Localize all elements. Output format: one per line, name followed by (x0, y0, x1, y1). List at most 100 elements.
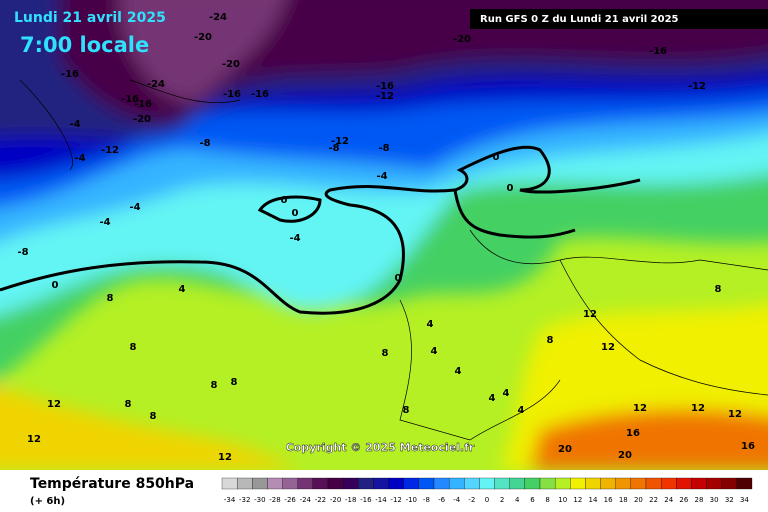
contour-label: 0 (281, 195, 288, 206)
scale-swatch (373, 477, 389, 490)
contour-label: 0 (52, 280, 59, 291)
scale-label: -28 (269, 496, 280, 504)
contour-label: 0 (395, 273, 402, 284)
scale-swatch (554, 477, 571, 490)
scale-swatch (252, 477, 268, 490)
contour-label: 4 (455, 366, 462, 377)
run-banner (470, 9, 768, 29)
scale-swatch (236, 477, 253, 490)
contour-label: -16 (134, 99, 152, 110)
scale-label: -34 (224, 496, 236, 504)
contour-label: -20 (453, 34, 471, 45)
scale-label: 22 (649, 496, 658, 504)
scale-swatch (297, 477, 314, 490)
scale-swatch (312, 477, 329, 490)
scale-label: 32 (725, 496, 734, 504)
scale-label: -26 (284, 496, 296, 504)
scale-swatch (418, 477, 435, 490)
scale-label: 24 (664, 496, 673, 504)
contour-label: 16 (741, 441, 755, 452)
map-title: Température 850hPa (30, 476, 194, 492)
contour-label: -12 (101, 145, 119, 156)
scale-label: -14 (375, 496, 387, 504)
scale-label: -2 (468, 496, 475, 504)
scale-label: -8 (423, 496, 430, 504)
scale-swatch (736, 477, 753, 490)
contour-labels: -24-20 -20-16-20-16-24-16-16-20-16 -16-16-… (17, 12, 755, 463)
contour-label: 4 (427, 319, 434, 330)
contour-label: -24 (209, 12, 227, 23)
scale-swatch (221, 477, 238, 490)
scale-swatch (358, 477, 374, 490)
temperature-field (0, 0, 768, 470)
contour-label: 12 (691, 403, 705, 414)
contour-label: -4 (129, 202, 140, 213)
contour-label: -16 (121, 94, 139, 105)
contour-label: -16 (223, 89, 241, 100)
contour-label: 0 (493, 152, 500, 163)
scale-label: 10 (558, 496, 567, 504)
contour-label: -4 (289, 233, 300, 244)
contour-label: -16 (251, 89, 269, 100)
contour-label: 12 (218, 452, 232, 463)
contour-label: 12 (601, 342, 615, 353)
scale-label: -32 (239, 496, 250, 504)
scale-swatch (342, 477, 359, 490)
scale-swatch (660, 477, 677, 490)
contour-label: 12 (728, 409, 742, 420)
borders (19, 79, 768, 441)
contour-label: 4 (431, 346, 438, 357)
contour-label: -8 (328, 143, 339, 154)
scale-label: 12 (573, 496, 582, 504)
scale-swatch (539, 477, 556, 490)
scale-label: -6 (438, 496, 446, 504)
scale-label: 34 (740, 496, 749, 504)
contour-label: 12 (583, 309, 597, 320)
scale-swatch (570, 477, 586, 490)
contour-label: 16 (626, 428, 640, 439)
scale-swatch (464, 477, 480, 490)
date: Lundi 21 avril 2025 (14, 10, 166, 26)
contour-label: 20 (618, 450, 632, 461)
contour-label: -12 (331, 136, 349, 147)
scale-label: -24 (300, 496, 312, 504)
scale-swatch (282, 477, 298, 490)
scale-swatch (433, 477, 450, 490)
contour-label: -16 (61, 69, 79, 80)
contour-label: 8 (403, 405, 410, 416)
contour-label: -16 (649, 46, 667, 57)
contour-label: 8 (150, 411, 157, 422)
contour-label: 4 (489, 393, 496, 404)
scale-swatch (645, 477, 662, 490)
scale-swatch (388, 477, 404, 490)
contour-label: -12 (376, 91, 394, 102)
scale-swatch (630, 477, 647, 490)
contour-label: 20 (558, 444, 572, 455)
scale-swatch (691, 477, 707, 490)
contour-label: -16 (376, 81, 394, 92)
contour-label: 8 (211, 380, 218, 391)
scale-label: -12 (390, 496, 401, 504)
contour-label: -4 (74, 153, 85, 164)
run-text: Run GFS 0 Z du Lundi 21 avril 2025 (480, 14, 679, 25)
scale-swatch (494, 477, 510, 490)
contour-label: -8 (378, 143, 389, 154)
scale-label: -18 (345, 496, 356, 504)
contour-label: -4 (99, 217, 110, 228)
scale-label: -10 (406, 496, 417, 504)
contour-label: -20 (133, 114, 151, 125)
scale-swatch (479, 477, 495, 490)
zero-isotherm (0, 145, 641, 315)
contour-label: 12 (27, 434, 41, 445)
scale-swatch (267, 477, 283, 490)
contour-label: 4 (179, 284, 186, 295)
contour-label: -20 (222, 59, 240, 70)
scale-swatch (448, 477, 465, 490)
scale-label: 4 (515, 496, 520, 504)
contour-label: 0 (292, 208, 299, 219)
contour-label: 12 (633, 403, 647, 414)
scale-swatch (600, 477, 616, 490)
scale-label: 14 (589, 496, 598, 504)
contour-label: -8 (17, 247, 28, 258)
